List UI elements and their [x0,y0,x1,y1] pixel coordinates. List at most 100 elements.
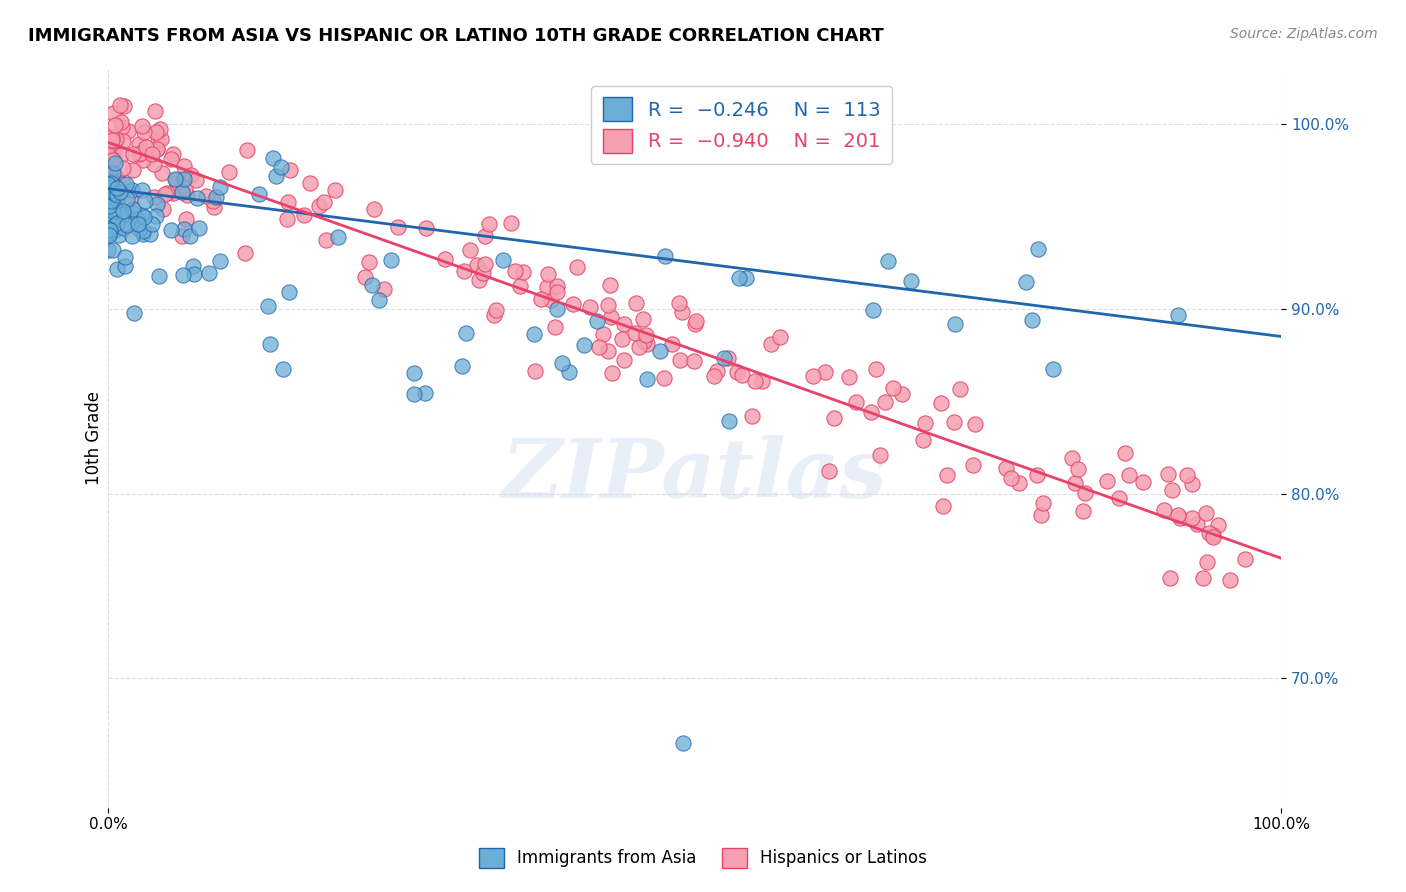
Point [205,190,228,204]
Point [97,148,120,162]
Point [132,210,155,224]
Point [112,203,135,218]
Point [567,260,589,275]
Point [669,353,692,368]
Point [474,257,496,271]
Point [114,250,136,264]
Point [98,147,121,161]
Point [236,143,259,157]
Point [105,131,128,145]
Point [128,136,150,151]
Point [1185,516,1208,531]
Point [613,317,636,331]
Point [596,298,619,312]
Legend: R =  −0.246    N =  113, R =  −0.940    N =  201: R = −0.246 N = 113, R = −0.940 N = 201 [591,86,891,164]
Point [107,181,129,195]
Point [208,253,231,268]
Point [262,151,284,165]
Point [124,306,146,320]
Point [367,293,389,308]
Point [278,162,301,177]
Point [277,285,299,299]
Point [148,269,170,284]
Point [97,243,120,257]
Point [586,314,609,328]
Point [627,340,650,354]
Point [101,133,124,147]
Point [132,153,155,167]
Point [146,142,169,156]
Point [731,368,754,382]
Point [1008,475,1031,490]
Point [1167,308,1189,322]
Point [145,125,167,139]
Point [668,296,690,310]
Point [865,362,887,376]
Point [1026,242,1049,256]
Point [1067,462,1090,476]
Point [112,98,135,112]
Point [546,279,568,293]
Point [626,296,648,310]
Point [1060,451,1083,466]
Point [600,366,623,380]
Point [838,369,860,384]
Point [685,314,707,328]
Point [100,176,122,190]
Point [105,216,128,230]
Point [637,372,659,386]
Point [131,120,153,134]
Point [146,197,169,211]
Point [404,367,426,381]
Point [127,217,149,231]
Point [661,337,683,351]
Point [152,202,174,216]
Point [936,467,959,482]
Point [172,268,194,282]
Point [468,273,491,287]
Point [259,336,281,351]
Point [845,395,868,409]
Point [1031,508,1053,522]
Point [97,227,120,241]
Point [132,224,155,238]
Point [150,166,173,180]
Point [173,159,195,173]
Point [104,118,127,132]
Point [875,394,897,409]
Point [149,121,172,136]
Point [143,190,166,204]
Point [111,177,134,191]
Point [101,174,124,188]
Point [145,209,167,223]
Point [359,255,381,269]
Point [652,371,675,385]
Point [963,417,986,431]
Point [208,179,231,194]
Point [633,334,655,349]
Point [728,271,751,285]
Point [181,259,204,273]
Point [103,106,125,120]
Point [544,320,567,334]
Point [1032,496,1054,510]
Point [823,411,845,425]
Point [485,303,508,318]
Point [101,152,124,166]
Point [105,193,128,207]
Point [97,178,120,192]
Point [1167,508,1189,523]
Point [599,278,621,293]
Point [433,252,456,267]
Point [465,258,488,272]
Point [1161,483,1184,497]
Point [943,415,966,429]
Point [860,405,883,419]
Point [546,285,568,299]
Point [98,184,121,198]
Point [120,192,142,206]
Point [453,264,475,278]
Point [1197,555,1219,569]
Point [454,326,477,341]
Point [1021,313,1043,327]
